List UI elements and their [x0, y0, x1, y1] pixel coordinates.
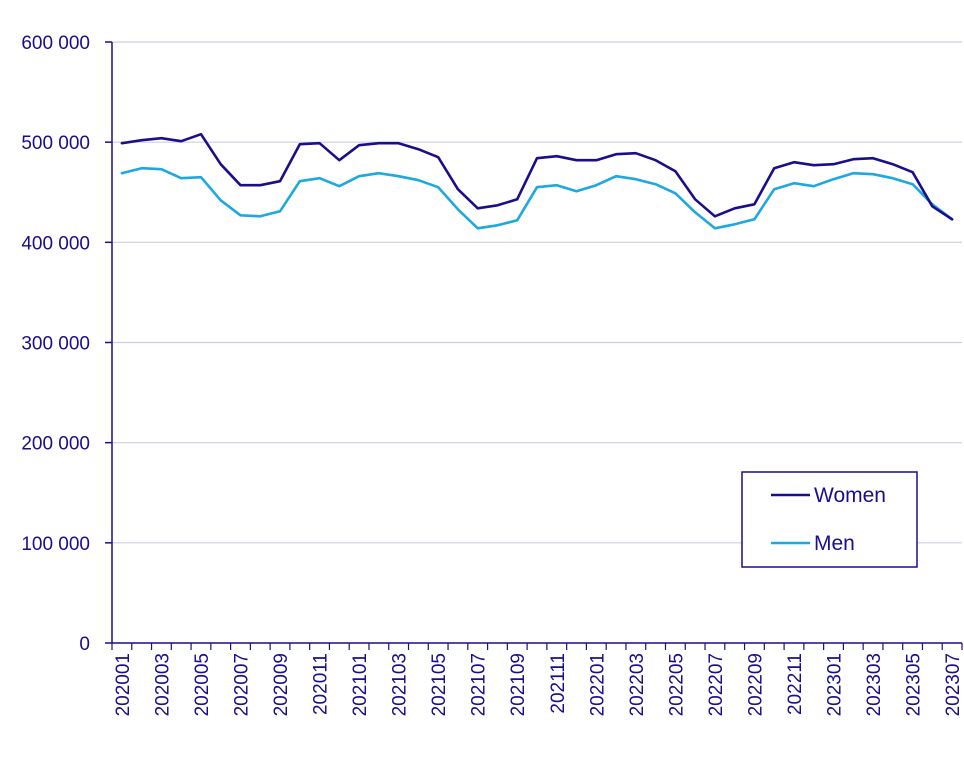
- series-lines: [120, 132, 954, 230]
- x-tick-label: 202005: [192, 653, 213, 716]
- y-tick-label: 300 000: [21, 334, 90, 355]
- y-tick-label: 100 000: [21, 534, 90, 555]
- x-tick-label: 202303: [864, 653, 885, 716]
- x-tick-label: 202001: [113, 653, 134, 716]
- legend-label-women: Women: [814, 484, 886, 507]
- legend-box: [741, 471, 918, 568]
- x-tick-label: 202009: [271, 653, 292, 716]
- x-tick-label: 202207: [706, 653, 727, 716]
- x-tick-label: 202211: [785, 653, 806, 715]
- x-tick-label: 202109: [508, 653, 529, 716]
- gridlines: [112, 41, 962, 544]
- x-tick-label: 202301: [825, 653, 846, 716]
- x-tick-label: 202209: [745, 653, 766, 716]
- series-line-women: [120, 132, 954, 221]
- x-tick-label: 202105: [429, 653, 450, 716]
- x-tick-label: 202305: [904, 653, 925, 716]
- x-tick-label: 202205: [666, 653, 687, 716]
- x-tick-label: 202201: [587, 653, 608, 716]
- x-tick-label: 202203: [627, 653, 648, 716]
- x-tick-label: 202011: [311, 653, 332, 715]
- legend-label-men: Men: [814, 532, 855, 555]
- series-line-men: [120, 166, 954, 230]
- x-axis-tick-labels: 202001 202003 202005 202007 202009 202011 2021…: [113, 653, 964, 716]
- x-tick-label: 202103: [390, 653, 411, 716]
- y-tick-label: 0: [79, 634, 90, 655]
- y-tick-label: 600 000: [21, 33, 90, 54]
- x-tick-label: 202101: [350, 653, 371, 716]
- x-tick-label: 202111: [548, 653, 569, 714]
- y-tick-label: 200 000: [21, 434, 90, 455]
- axes: [105, 41, 963, 650]
- x-tick-label: 202003: [152, 653, 173, 716]
- y-axis-tick-labels: 0 100 000 200 000 300 000 400 000 500 000 600 …: [21, 33, 90, 655]
- y-tick-label: 400 000: [21, 233, 90, 254]
- y-tick-label: 500 000: [21, 133, 90, 154]
- x-tick-label: 202007: [231, 653, 252, 716]
- x-tick-label: 202307: [943, 653, 964, 716]
- legend: Women Men: [741, 471, 918, 568]
- x-tick-label: 202107: [469, 653, 490, 716]
